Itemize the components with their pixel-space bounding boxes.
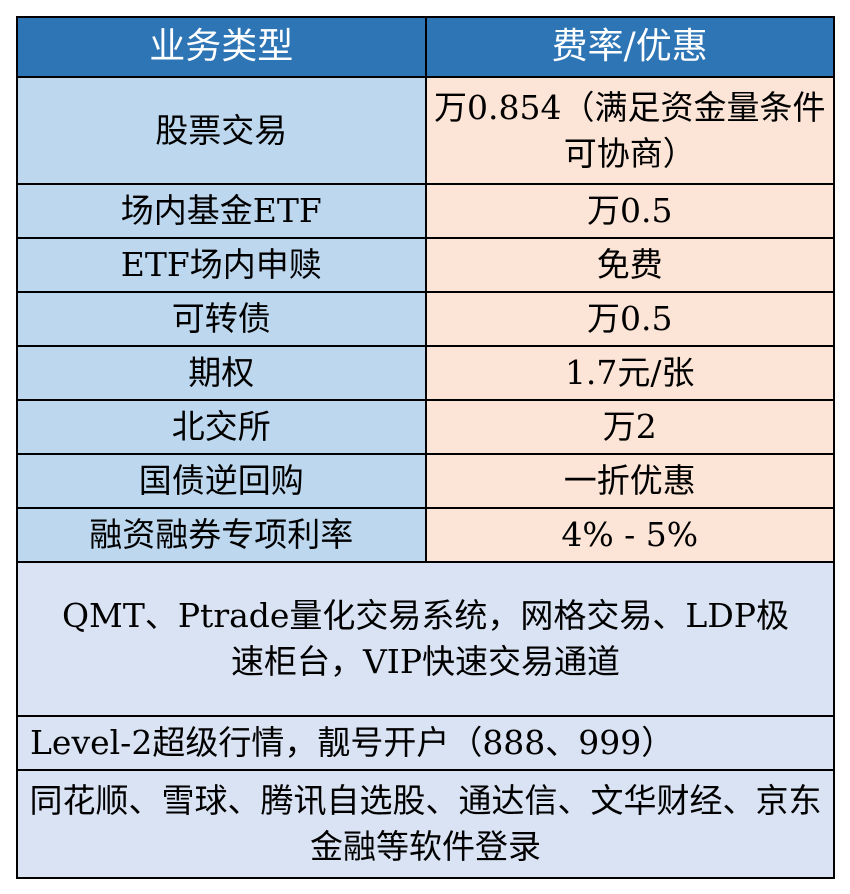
feature-row: 同花顺、雪球、腾讯自选股、通达信、文华财经、京东金融等软件登录 — [16, 769, 835, 879]
business-type: 可转债 — [16, 291, 427, 347]
table-row: 场内基金ETF 万0.5 — [16, 183, 835, 239]
fee-rate: 万2 — [424, 399, 835, 455]
fee-rate: 万0.854（满足资金量条件可协商） — [424, 76, 835, 185]
business-type: 股票交易 — [16, 76, 427, 185]
feature-quant-trading: QMT、Ptrade量化交易系统，网格交易、LDP极速柜台，VIP快速交易通道 — [16, 561, 835, 717]
business-type: 期权 — [16, 345, 427, 401]
table-row: 股票交易 万0.854（满足资金量条件可协商） — [16, 76, 835, 185]
feature-level2: Level-2超级行情，靓号开户（888、999） — [16, 715, 835, 771]
table-row: 融资融券专项利率 4% - 5% — [16, 507, 835, 563]
business-type: 融资融券专项利率 — [16, 507, 427, 563]
table-row: 可转债 万0.5 — [16, 291, 835, 347]
business-type: 国债逆回购 — [16, 453, 427, 509]
fee-rate: 1.7元/张 — [424, 345, 835, 401]
fee-rate: 一折优惠 — [424, 453, 835, 509]
table-row: ETF场内申赎 免费 — [16, 237, 835, 293]
fee-rate: 4% - 5% — [424, 507, 835, 563]
header-business-type: 业务类型 — [16, 16, 427, 78]
fee-rate: 免费 — [424, 237, 835, 293]
fee-table: 业务类型 费率/优惠 股票交易 万0.854（满足资金量条件可协商） 场内基金E… — [16, 16, 835, 879]
table-row: 期权 1.7元/张 — [16, 345, 835, 401]
table-row: 国债逆回购 一折优惠 — [16, 453, 835, 509]
header-fee-rate: 费率/优惠 — [424, 16, 835, 78]
feature-row: QMT、Ptrade量化交易系统，网格交易、LDP极速柜台，VIP快速交易通道 — [16, 561, 835, 717]
business-type: ETF场内申赎 — [16, 237, 427, 293]
business-type: 北交所 — [16, 399, 427, 455]
header-row: 业务类型 费率/优惠 — [16, 16, 835, 78]
business-type: 场内基金ETF — [16, 183, 427, 239]
fee-rate: 万0.5 — [424, 291, 835, 347]
table-row: 北交所 万2 — [16, 399, 835, 455]
feature-software-login: 同花顺、雪球、腾讯自选股、通达信、文华财经、京东金融等软件登录 — [16, 769, 835, 879]
feature-row: Level-2超级行情，靓号开户（888、999） — [16, 715, 835, 771]
fee-rate: 万0.5 — [424, 183, 835, 239]
